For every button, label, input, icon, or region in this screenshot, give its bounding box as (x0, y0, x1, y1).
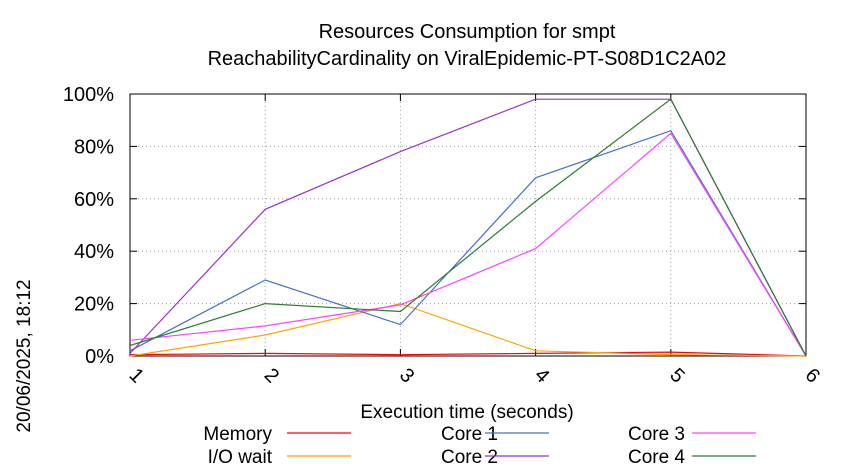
legend-label-core-1: Core 1 (441, 424, 498, 445)
y-tick-label: 100% (63, 84, 114, 106)
series-line-memory (129, 351, 807, 357)
x-tick-label: 3 (395, 364, 418, 387)
y-axis-ticks: 0% 20% 40% 60% 80% 100% (63, 84, 806, 368)
plot-frame (129, 93, 807, 357)
y-tick-label: 0% (85, 346, 114, 368)
y-tick-label: 80% (74, 136, 114, 158)
x-tick-label: 6 (801, 364, 824, 387)
x-tick-label: 1 (125, 364, 148, 387)
chart-title: Resources Consumption for smpt (319, 21, 616, 43)
chart-subtitle: ReachabilityCardinality on ViralEpidemic… (208, 48, 727, 70)
legend-label-core-4: Core 4 (628, 447, 685, 468)
y-tick-label: 40% (74, 241, 114, 263)
x-axis-ticks: 1 2 3 4 5 6 (125, 94, 824, 387)
series-line-core-3 (129, 132, 807, 357)
legend-label-memory: Memory (203, 424, 272, 445)
plot-border (129, 93, 807, 357)
series-line-core-1 (129, 129, 807, 357)
legend-label-core-2: Core 2 (441, 447, 498, 468)
series-line-core-2 (129, 98, 807, 357)
series-line-core-4 (129, 98, 807, 357)
legend-label-core-3: Core 3 (628, 424, 685, 445)
legend-label-i-o-wait: I/O wait (208, 447, 273, 468)
series-line-i-o-wait (129, 302, 807, 357)
series-lines (129, 98, 807, 357)
x-axis-label: Execution time (seconds) (360, 402, 573, 423)
y-tick-label: 60% (74, 189, 114, 211)
x-tick-label: 4 (530, 364, 553, 387)
side-timestamp-label: 20/06/2025, 18:12 (14, 279, 35, 432)
y-tick-label: 20% (74, 294, 114, 316)
x-tick-label: 2 (260, 364, 283, 387)
grid-lines (130, 94, 806, 356)
x-tick-label: 5 (665, 364, 688, 387)
